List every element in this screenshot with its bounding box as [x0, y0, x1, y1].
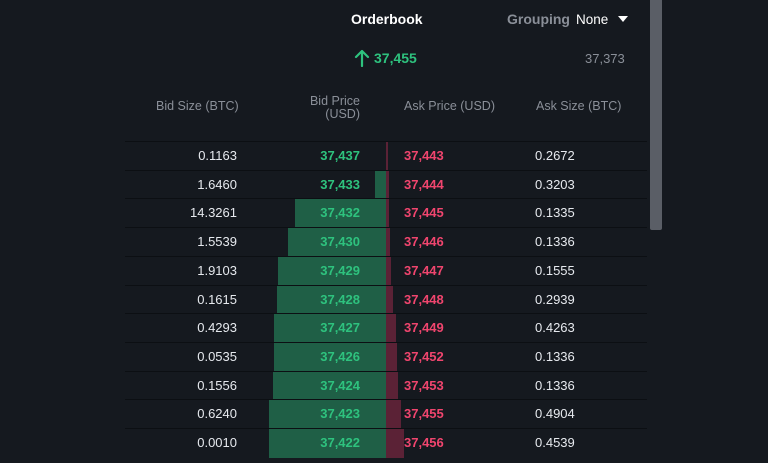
ask-price-cell: 37,455 — [404, 406, 444, 422]
ask-depth-bar — [386, 142, 388, 171]
spread-indicator: 37,455 — [354, 49, 417, 67]
ask-price-cell: 37,443 — [404, 148, 444, 163]
orderbook-title: Orderbook — [351, 11, 423, 27]
ask-depth-bar — [386, 285, 393, 314]
ask-depth-bar — [386, 228, 390, 257]
ask-depth-bar — [386, 371, 398, 401]
bid-depth-bar — [278, 256, 386, 286]
ask-size-cell: 0.2672 — [535, 148, 575, 163]
bid-price-cell: 37,428 — [320, 291, 360, 307]
bid-depth-bar — [288, 228, 386, 257]
ask-depth-bar — [386, 429, 404, 458]
orderbook-row[interactable]: 0.0010 37,422 37,456 0.4539 — [125, 428, 647, 458]
ask-size-cell: 0.3203 — [535, 176, 575, 192]
arrow-up-icon — [354, 49, 370, 67]
bid-depth-bar — [277, 285, 386, 314]
bid-size-cell: 0.4293 — [197, 320, 237, 336]
orderbook-row[interactable]: 0.1615 37,428 37,448 0.2939 — [125, 284, 647, 314]
bid-price-cell: 37,422 — [320, 435, 360, 450]
grouping-label: Grouping — [507, 11, 570, 27]
column-header-ask-price: Ask Price (USD) — [404, 99, 495, 113]
bid-price-cell: 37,426 — [320, 348, 360, 364]
caret-down-icon — [618, 16, 629, 22]
bid-depth-bar — [274, 342, 386, 372]
ask-depth-bar — [386, 314, 396, 343]
ask-size-cell: 0.1336 — [535, 377, 575, 393]
bid-size-cell: 0.1163 — [198, 148, 237, 163]
ask-price-cell: 37,453 — [404, 377, 444, 393]
bid-depth-bar — [295, 199, 386, 228]
column-header-bid-size: Bid Size (BTC) — [156, 99, 239, 113]
bid-price-cell: 37,437 — [320, 148, 360, 163]
column-header-ask-size: Ask Size (BTC) — [536, 99, 622, 113]
bid-size-cell: 14.3261 — [190, 205, 237, 221]
column-header-bid-price-line1: Bid Price — [309, 94, 360, 108]
orderbook-row[interactable]: 1.9103 37,429 37,447 0.1555 — [125, 255, 647, 286]
bid-depth-bar — [269, 429, 386, 458]
scrollbar-thumb[interactable] — [650, 0, 662, 230]
ask-size-cell: 0.4263 — [535, 320, 575, 336]
bid-price-cell: 37,429 — [320, 262, 360, 278]
ask-price-cell: 37,449 — [404, 320, 444, 336]
column-header-bid-price-line2: (USD) — [325, 107, 360, 121]
bid-price-cell: 37,433 — [320, 176, 360, 192]
ask-price-cell: 37,446 — [404, 234, 444, 250]
ask-depth-bar — [386, 256, 391, 286]
ask-size-cell: 0.1335 — [535, 205, 575, 221]
bid-size-cell: 0.6240 — [197, 406, 237, 422]
ask-size-cell: 0.2939 — [535, 291, 575, 307]
orderbook-row[interactable]: 0.4293 37,427 37,449 0.4263 — [125, 313, 647, 343]
bid-size-cell: 1.9103 — [197, 262, 237, 278]
ask-size-cell: 0.1555 — [535, 262, 575, 278]
bid-size-cell: 0.0010 — [197, 435, 237, 450]
orderbook-row[interactable]: 14.3261 37,432 37,445 0.1335 — [125, 198, 647, 228]
bid-price-cell: 37,430 — [320, 234, 360, 250]
grouping-value: None — [576, 11, 609, 27]
bid-size-cell: 0.1556 — [197, 377, 237, 393]
orderbook-row[interactable]: 0.6240 37,423 37,455 0.4904 — [125, 399, 647, 429]
bid-size-cell: 0.1615 — [197, 291, 237, 307]
current-price: 37,455 — [374, 50, 417, 66]
orderbook-row[interactable]: 0.0535 37,426 37,452 0.1336 — [125, 341, 647, 372]
bid-depth-bar — [269, 400, 386, 429]
bid-depth-bar — [274, 314, 386, 343]
bid-size-cell: 0.0535 — [197, 348, 237, 364]
orderbook-row[interactable]: 1.6460 37,433 37,444 0.3203 — [125, 169, 647, 200]
bid-size-cell: 1.6460 — [197, 176, 237, 192]
ask-size-cell: 0.1336 — [535, 348, 575, 364]
ask-price-cell: 37,447 — [404, 262, 444, 278]
ask-depth-bar — [386, 400, 401, 429]
grouping-select[interactable]: None — [576, 10, 629, 28]
ask-depth-bar — [386, 170, 389, 200]
ask-depth-bar — [386, 342, 397, 372]
ask-price-cell: 37,452 — [404, 348, 444, 364]
bid-price-cell: 37,427 — [320, 320, 360, 336]
ask-depth-bar — [386, 199, 389, 228]
bid-size-cell: 1.5539 — [197, 234, 237, 250]
ask-size-cell: 0.4539 — [535, 435, 575, 450]
ask-price-cell: 37,444 — [404, 176, 444, 192]
bid-price-cell: 37,424 — [320, 377, 360, 393]
ask-size-cell: 0.4904 — [535, 406, 575, 422]
ask-price-cell: 37,445 — [404, 205, 444, 221]
ask-price-cell: 37,456 — [404, 435, 444, 450]
bid-price-cell: 37,432 — [320, 205, 360, 221]
bid-depth-bar — [375, 170, 386, 200]
bid-price-cell: 37,423 — [320, 406, 360, 422]
ask-price-cell: 37,448 — [404, 291, 444, 307]
orderbook-row[interactable]: 1.5539 37,430 37,446 0.1336 — [125, 227, 647, 257]
column-header-bid-price: Bid Price (USD) — [300, 95, 360, 121]
ask-size-cell: 0.1336 — [535, 234, 575, 250]
bid-depth-bar — [273, 371, 386, 401]
orderbook-row[interactable]: 0.1163 37,437 37,443 0.2672 — [125, 141, 647, 171]
orderbook-row[interactable]: 0.1556 37,424 37,453 0.1336 — [125, 370, 647, 401]
last-price: 37,373 — [585, 51, 625, 66]
